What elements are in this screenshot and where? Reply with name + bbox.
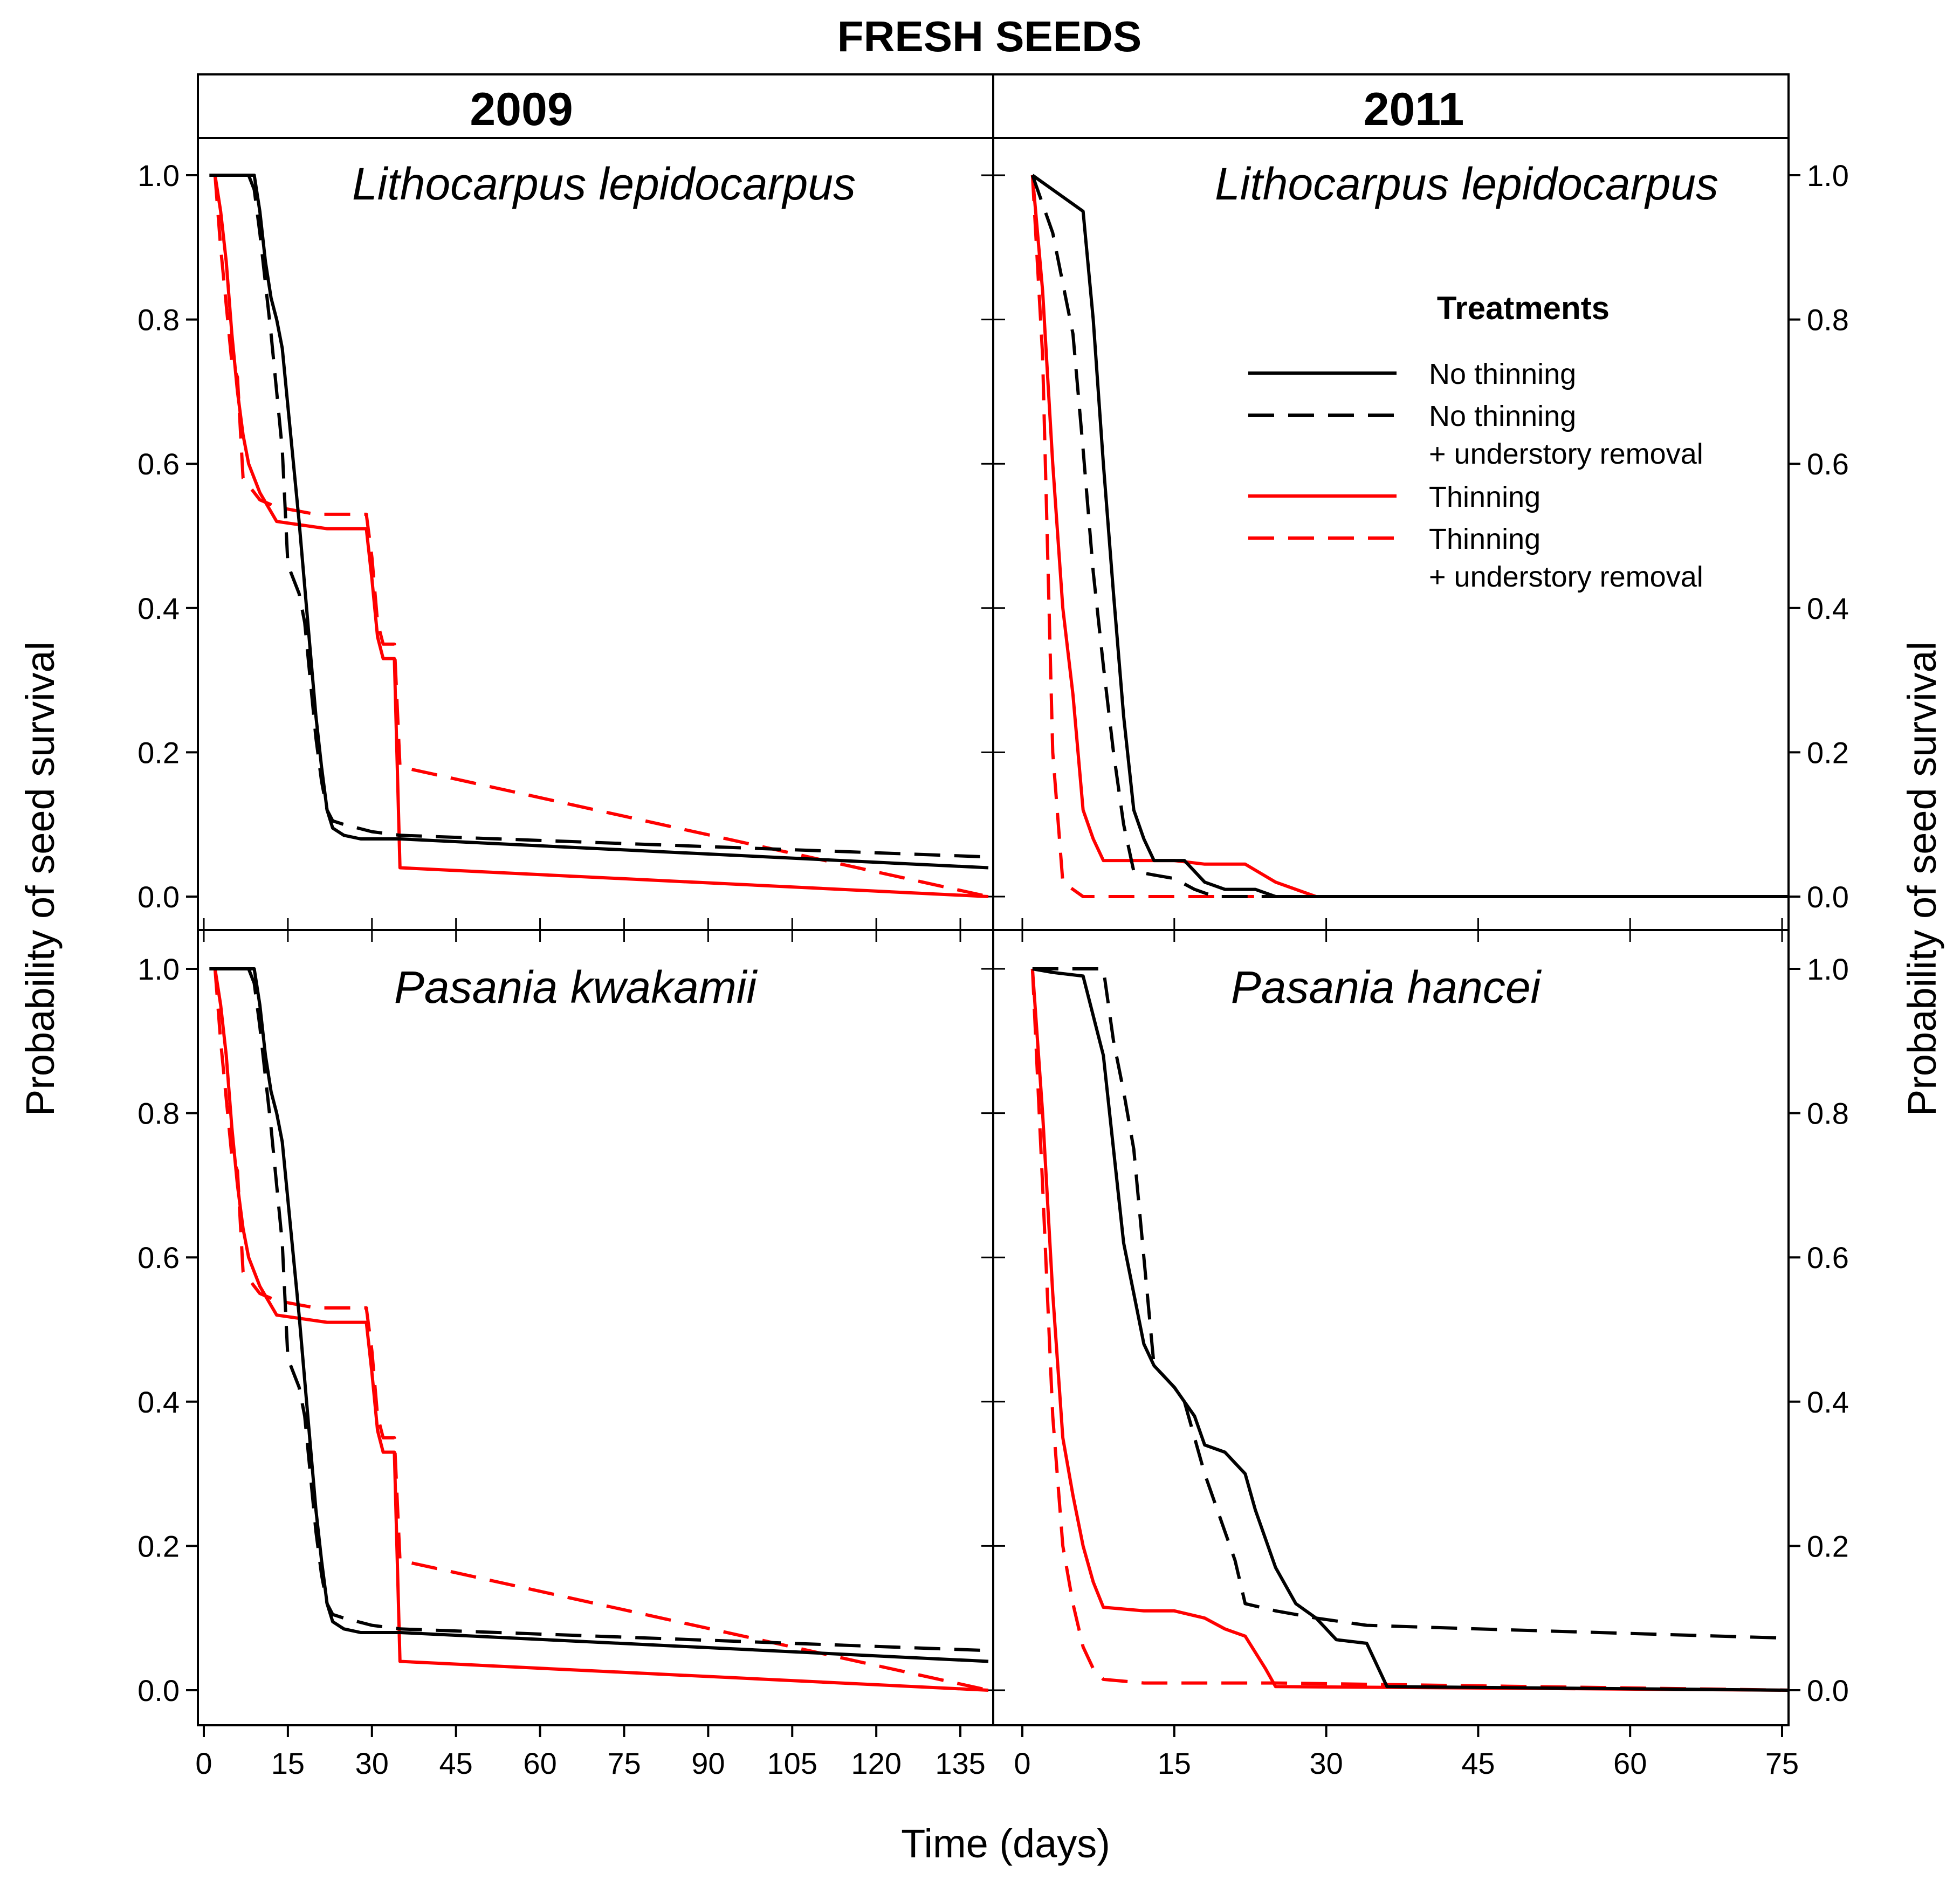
x-tick-label: 135 xyxy=(935,1746,985,1780)
series-line-tu xyxy=(1030,968,1789,1692)
x-tick-label: 0 xyxy=(195,1746,212,1780)
x-tick-label: 45 xyxy=(1461,1746,1495,1780)
y-tick-label: 0.4 xyxy=(137,591,180,625)
x-axis-label: Time (days) xyxy=(901,1821,1110,1866)
x-tick-label: 105 xyxy=(767,1746,817,1780)
legend: Treatments No thinning No thinning + unders… xyxy=(1248,290,1703,593)
y-tick-label: 0.8 xyxy=(137,1097,180,1131)
x-tick-label: 60 xyxy=(1613,1746,1647,1780)
series-line-tu xyxy=(213,968,989,1692)
y-tick-label: 0.0 xyxy=(137,880,180,914)
series-line-t xyxy=(1030,968,1789,1692)
series-line-tu xyxy=(1030,175,1789,898)
x-tick-label: 45 xyxy=(439,1746,473,1780)
series-line-ntu xyxy=(209,967,989,1652)
legend-label: No thinning xyxy=(1429,358,1576,390)
panel-frame xyxy=(197,137,994,931)
panel-frame xyxy=(992,929,1790,1726)
y-tick-label: 0.4 xyxy=(1807,591,1849,625)
y-axis-label-right: Probability of seed survival xyxy=(1900,642,1944,1116)
x-tick-label: 75 xyxy=(1765,1746,1799,1780)
y-tick-label: 1.0 xyxy=(137,952,180,986)
y-tick-label: 0.2 xyxy=(1807,735,1849,769)
series-line-t xyxy=(213,175,989,898)
figure-title: FRESH SEEDS xyxy=(837,12,1142,60)
y-tick-label: 0.4 xyxy=(137,1385,180,1419)
legend-label: Thinning xyxy=(1429,523,1541,555)
y-tick-label: 0.8 xyxy=(137,303,180,337)
y-tick-label: 0.8 xyxy=(1807,1097,1849,1131)
year-label-2011: 2011 xyxy=(1364,84,1464,135)
panel-tl: 0.0 0.2 0.4 0.6 0.8 1.0 Lithocarpus lepidocarp… xyxy=(137,137,994,931)
y-tick-label: 1.0 xyxy=(137,159,180,192)
y-tick-label: 0.2 xyxy=(137,1529,180,1563)
y-tick-label: 0.6 xyxy=(1807,1241,1849,1275)
year-label-2009: 2009 xyxy=(470,84,573,135)
series-line-t xyxy=(213,968,989,1692)
y-tick-label: 1.0 xyxy=(1807,952,1849,986)
x-tick-label: 15 xyxy=(271,1746,305,1780)
panel-br: 0.0 0.2 0.4 0.6 0.8 1.0 0 15 30 45 60 75 Pasania han… xyxy=(992,918,1849,1780)
series-line-nt xyxy=(1032,967,1789,1692)
y-tick-label: 0.2 xyxy=(137,735,180,769)
x-tick-label: 60 xyxy=(523,1746,556,1780)
x-tick-label: 0 xyxy=(1014,1746,1030,1780)
panel-frame xyxy=(197,929,994,1726)
species-label: Pasania hancei xyxy=(1231,962,1542,1013)
legend-label: + understory removal xyxy=(1429,438,1703,470)
year-strip: 2009 2011 xyxy=(197,73,1790,139)
species-label: Pasania kwakamii xyxy=(394,962,758,1013)
panels: 0.0 0.2 0.4 0.6 0.8 1.0 Lithocarpus lepidocarp… xyxy=(137,137,1849,1780)
legend-title: Treatments xyxy=(1437,290,1610,326)
series-line-ntu xyxy=(1030,175,1789,898)
y-tick-label: 0.8 xyxy=(1807,303,1849,337)
panel-frame xyxy=(992,137,1790,931)
y-tick-label: 0.2 xyxy=(1807,1529,1849,1563)
y-tick-label: 0.0 xyxy=(1807,1674,1849,1707)
series-line-nt xyxy=(209,174,989,870)
series-line-tu xyxy=(213,175,989,898)
legend-label: + understory removal xyxy=(1429,561,1703,593)
y-tick-label: 1.0 xyxy=(1807,159,1849,192)
panel-tr: 0.0 0.2 0.4 0.6 0.8 1.0 Lithocarpus lepidocarp… xyxy=(992,137,1849,931)
x-tick-label: 75 xyxy=(607,1746,641,1780)
series-line-nt xyxy=(1031,174,1789,898)
y-tick-label: 0.6 xyxy=(137,1241,180,1275)
x-tick-label: 15 xyxy=(1158,1746,1191,1780)
series-line-ntu xyxy=(209,174,989,859)
y-axis-label-left: Probability of seed survival xyxy=(18,642,63,1116)
species-label: Lithocarpus lepidocarpus xyxy=(352,159,856,209)
x-tick-label: 90 xyxy=(691,1746,725,1780)
series-line-nt xyxy=(209,967,989,1663)
series-line-t xyxy=(1030,175,1789,898)
x-tick-label: 120 xyxy=(851,1746,901,1780)
y-tick-label: 0.0 xyxy=(137,1674,180,1707)
y-tick-label: 0.6 xyxy=(137,447,180,481)
x-tick-label: 30 xyxy=(1309,1746,1343,1780)
y-tick-label: 0.6 xyxy=(1807,447,1849,481)
series-line-ntu xyxy=(1032,967,1789,1640)
panel-bl: 0.0 0.2 0.4 0.6 0.8 1.0 0 15 30 45 60 75 90 105 120 135… xyxy=(137,918,994,1780)
species-label: Lithocarpus lepidocarpus xyxy=(1215,159,1718,209)
y-tick-label: 0.4 xyxy=(1807,1385,1849,1419)
legend-label: Thinning xyxy=(1429,481,1541,513)
x-tick-label: 30 xyxy=(355,1746,389,1780)
legend-label: No thinning xyxy=(1429,400,1576,432)
y-tick-label: 0.0 xyxy=(1807,880,1849,914)
